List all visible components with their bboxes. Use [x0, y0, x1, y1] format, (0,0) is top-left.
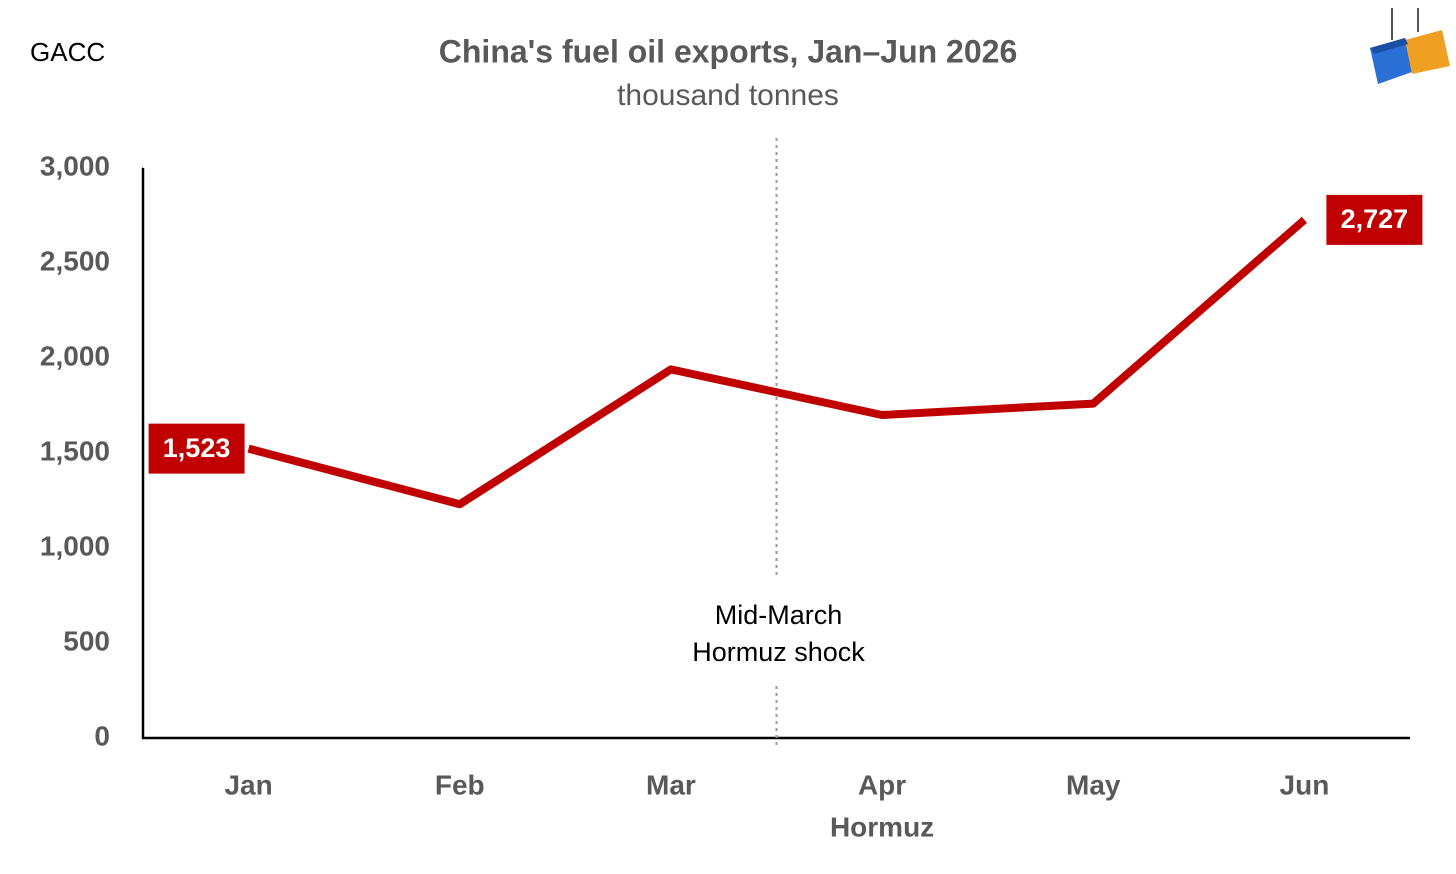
- value-label: 1,523: [163, 433, 231, 463]
- annotation: Hormuz shock: [692, 637, 865, 667]
- logo: [1370, 8, 1450, 84]
- y-tick-label: 2,500: [40, 245, 110, 276]
- annotation: Mid-March: [715, 600, 843, 630]
- x-tick-label: May: [1066, 769, 1121, 800]
- value-label: 2,727: [1341, 204, 1409, 234]
- chart-title: China's fuel oil exports, Jan–Jun 2026: [439, 33, 1017, 69]
- y-tick-label: 1,000: [40, 530, 110, 561]
- x-tick-sublabel: Hormuz: [830, 811, 934, 842]
- source: GACC: [30, 37, 105, 67]
- value-label-box: [148, 423, 245, 474]
- y-tick-label: 2,000: [40, 340, 110, 371]
- x-tick-label: Mar: [646, 769, 696, 800]
- y-tick-label: 3,000: [40, 150, 110, 181]
- x-tick-label: Apr: [858, 769, 906, 800]
- value-label-box: [1326, 194, 1423, 245]
- x-tick-label: Feb: [435, 769, 485, 800]
- y-tick-label: 0: [94, 720, 110, 751]
- y-tick-label: 1,500: [40, 435, 110, 466]
- chart-subtitle: thousand tonnes: [617, 79, 839, 112]
- data-line: [247, 216, 1308, 509]
- x-tick-label: Jan: [224, 769, 272, 800]
- y-tick-label: 500: [63, 625, 110, 656]
- x-tick-label: Jun: [1280, 769, 1330, 800]
